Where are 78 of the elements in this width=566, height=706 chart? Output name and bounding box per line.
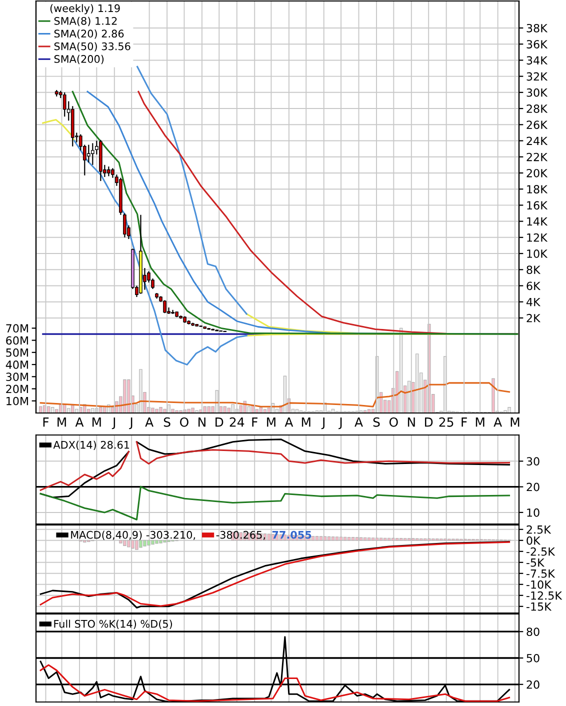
x-tick-label: 25 xyxy=(439,417,454,427)
y-tick-label: 24K xyxy=(526,136,548,145)
y-tick-label: 8K xyxy=(526,266,541,274)
legend-label: SMA(8) 1.12 xyxy=(54,16,117,26)
y-tick-label: 10K xyxy=(527,249,548,258)
legend-title: (weekly) 1.19 xyxy=(50,4,120,14)
y-tick-label: 4K xyxy=(526,298,541,306)
y2-tick-label: 20M xyxy=(6,384,28,394)
x-tick-label: O xyxy=(389,417,398,427)
y2-tick-label: 60M xyxy=(6,336,28,345)
x-tick-label: M xyxy=(92,418,101,427)
x-tick-label: M xyxy=(476,418,484,427)
y-tick-label: 20 xyxy=(526,482,540,492)
x-tick-label: S xyxy=(164,417,170,427)
y-tick-label: -5K xyxy=(526,558,545,567)
y-tick-label: 12K xyxy=(527,233,548,242)
y-tick-label: 30K xyxy=(526,88,548,97)
y-tick-label: -12.5K xyxy=(526,591,562,600)
y-tick-label: 14K xyxy=(527,217,548,226)
y-tick-label: 6K xyxy=(526,282,541,290)
y-tick-label: 20K xyxy=(526,168,548,178)
x-tick-label: F xyxy=(252,418,258,427)
y-tick-label: 26K xyxy=(526,120,548,130)
y-tick-label: 36K xyxy=(526,40,548,48)
x-tick-label: A xyxy=(75,418,84,427)
y-tick-label: 80 xyxy=(526,628,540,636)
legend-label: -380.265, xyxy=(216,530,265,540)
legend-label: SMA(20) 2.86 xyxy=(54,30,124,39)
y-tick-label: 32K xyxy=(526,72,548,81)
legend-label: MACD(8,40,9) -303.210, xyxy=(71,530,196,540)
y-tick-label: 18K xyxy=(527,185,548,194)
legend-label: SMA(50) 33.56 xyxy=(54,42,130,52)
y-tick-label: 10 xyxy=(527,508,540,517)
y-tick-label: -10K xyxy=(526,580,552,589)
y-tick-label: 30 xyxy=(526,457,540,466)
x-tick-label: O xyxy=(180,417,188,427)
legend-label: SMA(200) xyxy=(54,54,104,64)
x-tick-label: J xyxy=(129,418,132,430)
x-tick-label: A xyxy=(494,418,502,427)
y2-tick-label: 30M xyxy=(6,372,28,382)
y-tick-label: 28K xyxy=(526,104,548,113)
y-tick-label: 34K xyxy=(526,56,548,65)
y-tick-label: 2.5K xyxy=(526,525,552,534)
x-tick-label: A xyxy=(354,418,363,427)
x-tick-label: F xyxy=(462,418,467,427)
y2-tick-label: 50M xyxy=(6,348,28,357)
legend-label: ADX(14) 28.61 xyxy=(53,440,130,450)
y-tick-label: -7.5K xyxy=(526,570,556,578)
x-tick-label: F xyxy=(43,418,49,427)
annotation: 77.055 xyxy=(272,530,312,539)
y-tick-label: 20 xyxy=(526,680,540,689)
x-tick-label: M xyxy=(510,418,520,427)
y-tick-label: 16K xyxy=(527,201,548,210)
x-tick-label: J xyxy=(112,418,116,430)
y-tick-label: 50 xyxy=(526,654,540,662)
x-tick-label: A xyxy=(145,418,154,427)
x-tick-label: D xyxy=(424,418,433,427)
x-tick-label: A xyxy=(284,418,294,427)
y-tick-label: 38K xyxy=(526,24,548,32)
y-tick-label: 0K xyxy=(526,536,541,545)
x-tick-label: M xyxy=(267,418,276,427)
x-tick-label: N xyxy=(198,418,206,427)
x-tick-label: M xyxy=(302,418,310,427)
y2-tick-label: 10M xyxy=(6,396,28,406)
x-tick-label: D xyxy=(216,418,224,427)
y-tick-label: -15K xyxy=(526,602,552,611)
x-tick-label: 24 xyxy=(230,417,244,427)
x-tick-label: J xyxy=(338,418,342,430)
x-tick-label: J xyxy=(321,418,324,430)
y2-tick-label: 40M xyxy=(6,360,28,369)
x-tick-label: M xyxy=(58,418,66,427)
x-tick-label: N xyxy=(408,418,415,427)
legend-label: Full STO %K(14) %D(5) xyxy=(54,620,172,630)
y2-tick-label: 70M xyxy=(6,324,28,333)
y-tick-label: -2.5K xyxy=(526,547,556,556)
x-tick-label: S xyxy=(373,417,380,427)
y-tick-label: 22K xyxy=(526,152,548,162)
y-tick-label: 2K xyxy=(526,314,541,322)
